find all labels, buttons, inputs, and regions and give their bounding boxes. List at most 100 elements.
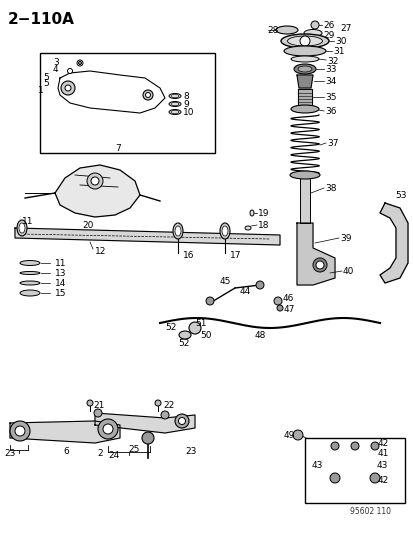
- Circle shape: [350, 442, 358, 450]
- Bar: [40, 53, 214, 153]
- Text: 16: 16: [183, 251, 194, 260]
- Polygon shape: [296, 223, 334, 285]
- Ellipse shape: [244, 226, 250, 230]
- Text: 42: 42: [377, 439, 388, 448]
- Circle shape: [312, 258, 326, 272]
- Polygon shape: [58, 71, 165, 113]
- Text: 36: 36: [324, 107, 336, 116]
- Ellipse shape: [275, 26, 297, 34]
- Circle shape: [78, 61, 81, 64]
- Text: 22: 22: [163, 400, 174, 409]
- Polygon shape: [297, 89, 311, 105]
- Circle shape: [175, 414, 189, 428]
- Ellipse shape: [173, 223, 183, 239]
- Ellipse shape: [283, 46, 325, 56]
- Ellipse shape: [280, 34, 328, 48]
- Circle shape: [255, 281, 263, 289]
- Ellipse shape: [171, 110, 178, 114]
- Text: 39: 39: [339, 233, 351, 243]
- Text: 17: 17: [230, 251, 241, 260]
- Circle shape: [276, 305, 282, 311]
- Ellipse shape: [17, 220, 27, 236]
- Text: 53: 53: [394, 190, 406, 199]
- Text: 25: 25: [128, 446, 139, 455]
- Text: 11: 11: [55, 259, 66, 268]
- Text: 3: 3: [53, 58, 59, 67]
- Ellipse shape: [289, 171, 319, 179]
- Circle shape: [315, 261, 323, 269]
- Circle shape: [65, 85, 71, 91]
- Text: 12: 12: [95, 246, 106, 255]
- Ellipse shape: [249, 210, 254, 216]
- Text: 20: 20: [82, 221, 93, 230]
- Polygon shape: [296, 75, 312, 88]
- Text: 31: 31: [332, 46, 344, 55]
- Text: 29: 29: [322, 30, 334, 39]
- Circle shape: [94, 409, 102, 417]
- Text: 51: 51: [195, 319, 206, 327]
- Text: 43: 43: [311, 461, 323, 470]
- Ellipse shape: [219, 223, 230, 239]
- Text: 15: 15: [55, 288, 66, 297]
- Ellipse shape: [20, 271, 40, 274]
- Text: 46: 46: [282, 294, 294, 303]
- Text: 40: 40: [342, 266, 354, 276]
- Text: 32: 32: [326, 56, 337, 66]
- Text: 8: 8: [183, 92, 188, 101]
- Ellipse shape: [178, 331, 190, 339]
- Circle shape: [161, 411, 169, 419]
- Text: 13: 13: [55, 269, 66, 278]
- Circle shape: [145, 93, 150, 98]
- Circle shape: [292, 430, 302, 440]
- Text: 19: 19: [257, 208, 269, 217]
- Text: 2−110A: 2−110A: [8, 12, 75, 27]
- Circle shape: [299, 36, 309, 46]
- Text: 41: 41: [377, 448, 389, 457]
- Circle shape: [87, 400, 93, 406]
- Circle shape: [189, 322, 201, 334]
- Circle shape: [61, 81, 75, 95]
- Text: 34: 34: [324, 77, 335, 85]
- Bar: [304, 438, 404, 503]
- Text: 6: 6: [63, 447, 69, 456]
- Polygon shape: [10, 421, 120, 443]
- Ellipse shape: [20, 281, 40, 285]
- Ellipse shape: [221, 226, 228, 236]
- Text: 52: 52: [165, 324, 176, 333]
- Circle shape: [103, 424, 113, 434]
- Text: 11: 11: [22, 216, 34, 225]
- Ellipse shape: [303, 29, 321, 36]
- Circle shape: [10, 421, 30, 441]
- Text: 33: 33: [324, 64, 336, 74]
- Ellipse shape: [171, 102, 178, 106]
- Ellipse shape: [171, 94, 178, 98]
- Text: 50: 50: [199, 330, 211, 340]
- Text: 38: 38: [324, 183, 336, 192]
- Text: 49: 49: [283, 431, 294, 440]
- Text: 2: 2: [97, 448, 102, 457]
- Ellipse shape: [169, 93, 180, 99]
- Circle shape: [206, 297, 214, 305]
- Ellipse shape: [290, 56, 318, 62]
- Circle shape: [310, 21, 318, 29]
- Text: 35: 35: [324, 93, 336, 101]
- Circle shape: [273, 297, 281, 305]
- Circle shape: [142, 90, 153, 100]
- Polygon shape: [55, 165, 140, 217]
- Text: 47: 47: [283, 305, 294, 314]
- Text: 26: 26: [322, 20, 334, 29]
- Text: 14: 14: [55, 279, 66, 287]
- Circle shape: [154, 400, 161, 406]
- Text: 1: 1: [38, 85, 44, 94]
- Text: 30: 30: [334, 36, 346, 45]
- Text: 23: 23: [185, 447, 196, 456]
- Text: 27: 27: [339, 23, 351, 33]
- Text: 95602 110: 95602 110: [349, 506, 390, 515]
- Circle shape: [15, 426, 25, 436]
- Ellipse shape: [290, 105, 318, 113]
- Circle shape: [77, 60, 83, 66]
- Text: 5: 5: [43, 78, 49, 87]
- Text: 28: 28: [266, 26, 278, 35]
- Ellipse shape: [175, 226, 180, 236]
- Text: 7: 7: [115, 143, 121, 152]
